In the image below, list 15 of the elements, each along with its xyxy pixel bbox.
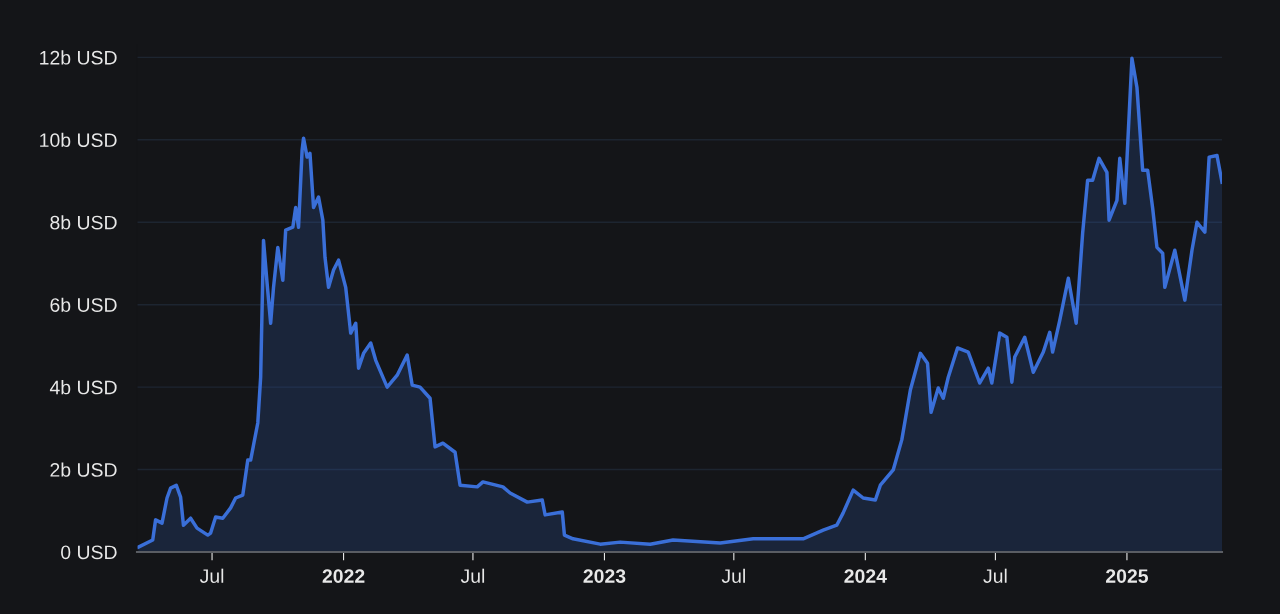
x-tick-label: 2024 — [844, 569, 887, 583]
y-tick-label: 0 USD — [61, 545, 117, 560]
x-tick-label: Jul — [199, 568, 224, 583]
y-tick-label: 8b USD — [50, 215, 117, 230]
y-tick-label: 12b USD — [40, 50, 117, 65]
y-tick-label: 10b USD — [40, 132, 117, 148]
y-tick-label: 2b USD — [50, 462, 117, 477]
x-tick-label: Jul — [460, 568, 485, 583]
x-tick-label: 2023 — [583, 569, 626, 583]
x-tick-label: Jul — [983, 568, 1007, 583]
x-tick-label: 2022 — [322, 569, 365, 583]
y-tick-label: 6b USD — [50, 297, 117, 312]
x-tick-label: 2025 — [1105, 569, 1149, 583]
x-tick-label: Jul — [721, 568, 745, 583]
y-tick-label: 4b USD — [49, 380, 117, 395]
